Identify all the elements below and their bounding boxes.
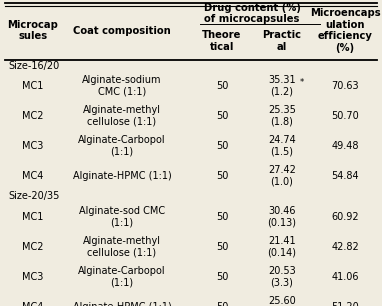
Text: 50: 50 xyxy=(216,111,228,121)
Text: Alginate-methyl
cellulose (1:1): Alginate-methyl cellulose (1:1) xyxy=(83,236,161,258)
Text: Microencaps
ulation
efficiency
(%): Microencaps ulation efficiency (%) xyxy=(310,8,380,53)
Text: 70.63: 70.63 xyxy=(331,81,359,91)
Text: 49.48: 49.48 xyxy=(331,141,359,151)
Text: 50: 50 xyxy=(216,141,228,151)
Text: Coat composition: Coat composition xyxy=(73,25,171,35)
Text: 51.20: 51.20 xyxy=(331,302,359,306)
Text: Alginate-sodium
CMC (1:1): Alginate-sodium CMC (1:1) xyxy=(82,75,162,97)
Text: 50: 50 xyxy=(216,242,228,252)
Text: 20.53
(3.3): 20.53 (3.3) xyxy=(268,266,296,288)
Text: 35.31
(1.2): 35.31 (1.2) xyxy=(268,75,296,97)
Text: Alginate-Carbopol
(1:1): Alginate-Carbopol (1:1) xyxy=(78,266,166,288)
Text: 21.41
(0.14): 21.41 (0.14) xyxy=(267,236,296,258)
Text: Theore
tical: Theore tical xyxy=(202,30,242,52)
Text: MC4: MC4 xyxy=(22,171,44,181)
Text: 50: 50 xyxy=(216,272,228,282)
Text: 25.35
(1.8): 25.35 (1.8) xyxy=(268,105,296,127)
Text: MC4: MC4 xyxy=(22,302,44,306)
Text: MC3: MC3 xyxy=(22,272,44,282)
Text: Alginate-HPMC (1:1): Alginate-HPMC (1:1) xyxy=(73,171,172,181)
Text: 24.74
(1.5): 24.74 (1.5) xyxy=(268,135,296,157)
Text: Drug content (%)
of microcapsules: Drug content (%) of microcapsules xyxy=(204,3,300,24)
Text: 50: 50 xyxy=(216,81,228,91)
Text: 50: 50 xyxy=(216,212,228,222)
Text: MC1: MC1 xyxy=(22,212,44,222)
Text: 50: 50 xyxy=(216,171,228,181)
Text: 54.84: 54.84 xyxy=(331,171,359,181)
Text: 41.06: 41.06 xyxy=(331,272,359,282)
Text: 60.92: 60.92 xyxy=(331,212,359,222)
Text: MC2: MC2 xyxy=(22,242,44,252)
Text: Microcap
sules: Microcap sules xyxy=(8,20,58,41)
Text: Size-20/35: Size-20/35 xyxy=(8,192,59,201)
Text: Alginate-methyl
cellulose (1:1): Alginate-methyl cellulose (1:1) xyxy=(83,105,161,127)
Text: Alginate-sod CMC
(1:1): Alginate-sod CMC (1:1) xyxy=(79,206,165,228)
Text: Alginate-HPMC (1:1): Alginate-HPMC (1:1) xyxy=(73,302,172,306)
Text: 25.60
(1.71): 25.60 (1.71) xyxy=(267,296,296,306)
Text: *: * xyxy=(300,77,304,87)
Text: Practic
al: Practic al xyxy=(262,30,301,52)
Text: Alginate-Carbopol
(1:1): Alginate-Carbopol (1:1) xyxy=(78,135,166,157)
Text: 50: 50 xyxy=(216,302,228,306)
Text: MC3: MC3 xyxy=(22,141,44,151)
Text: 42.82: 42.82 xyxy=(331,242,359,252)
Text: 50.70: 50.70 xyxy=(331,111,359,121)
Text: 30.46
(0.13): 30.46 (0.13) xyxy=(267,206,296,228)
Text: MC2: MC2 xyxy=(22,111,44,121)
Text: MC1: MC1 xyxy=(22,81,44,91)
Text: 27.42
(1.0): 27.42 (1.0) xyxy=(268,165,296,187)
Text: Size-16/20: Size-16/20 xyxy=(8,61,59,70)
